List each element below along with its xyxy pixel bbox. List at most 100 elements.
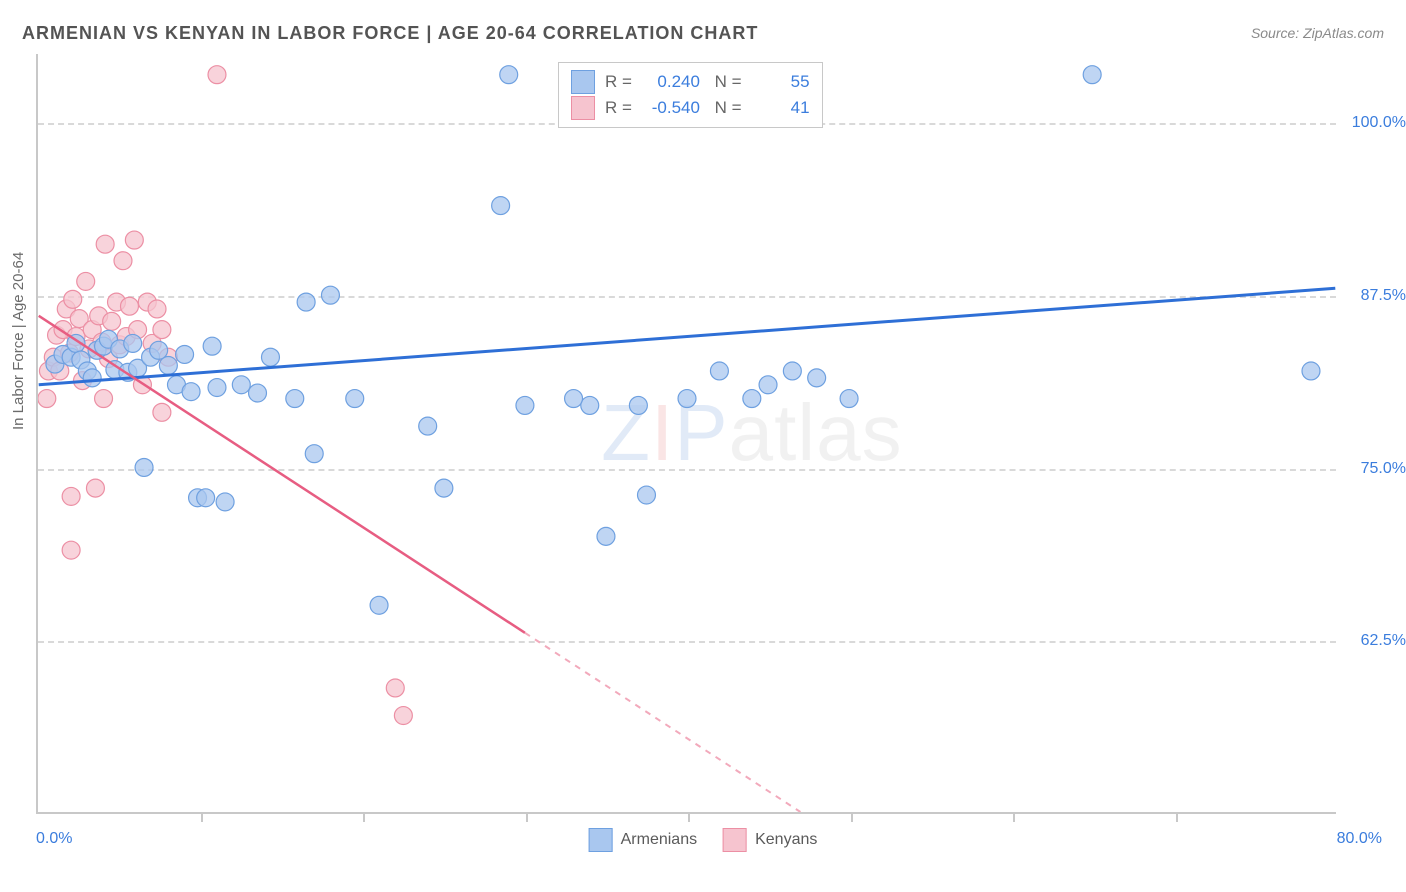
scatter-chart: ZIPatlas 100.0%87.5%75.0%62.5% R = 0.240… <box>36 54 1336 814</box>
swatch-armenians <box>571 70 595 94</box>
kenyan-point <box>73 372 91 390</box>
armenian-point <box>808 369 826 387</box>
kenyan-point <box>95 390 113 408</box>
armenian-point <box>67 334 85 352</box>
armenian-point <box>135 458 153 476</box>
chart-title: ARMENIAN VS KENYAN IN LABOR FORCE | AGE … <box>22 23 758 44</box>
x-tick <box>201 812 203 822</box>
armenian-point <box>492 197 510 215</box>
kenyan-point <box>86 479 104 497</box>
armenian-point <box>62 348 80 366</box>
kenyan-point <box>93 333 111 351</box>
kenyan-point <box>38 390 56 408</box>
kenyan-point <box>57 300 75 318</box>
kenyan-point <box>61 344 79 362</box>
chart-header: ARMENIAN VS KENYAN IN LABOR FORCE | AGE … <box>22 18 1384 48</box>
armenian-point <box>150 341 168 359</box>
armenian-point <box>159 356 177 374</box>
armenian-point <box>1083 66 1101 84</box>
armenian-point <box>743 390 761 408</box>
armenian-point <box>72 351 90 369</box>
y-axis-label: In Labor Force | Age 20-64 <box>10 252 27 430</box>
kenyan-point <box>111 336 129 354</box>
kenyan-point <box>143 334 161 352</box>
kenyan-point <box>44 348 62 366</box>
x-tick <box>526 812 528 822</box>
kenyan-point <box>153 403 171 421</box>
swatch-kenyans <box>571 96 595 120</box>
kenyan-point <box>117 328 135 346</box>
y-tick-label: 75.0% <box>1346 460 1406 478</box>
armenian-point <box>176 345 194 363</box>
armenian-point <box>710 362 728 380</box>
y-tick-label: 62.5% <box>1346 632 1406 650</box>
armenian-point <box>189 489 207 507</box>
armenian-point <box>111 340 129 358</box>
legend-row-armenians: R = 0.240 N = 55 <box>571 69 810 95</box>
armenian-point <box>346 390 364 408</box>
kenyan-point <box>208 66 226 84</box>
armenian-point <box>216 493 234 511</box>
kenyan-point <box>39 362 57 380</box>
armenian-point <box>678 390 696 408</box>
kenyan-point <box>394 707 412 725</box>
armenian-point <box>783 362 801 380</box>
kenyan-point <box>96 235 114 253</box>
x-axis-end-label: 80.0% <box>1337 830 1382 848</box>
armenian-point <box>142 348 160 366</box>
armenian-point <box>197 489 215 507</box>
armenian-point <box>629 396 647 414</box>
armenian-point <box>638 486 656 504</box>
armenian-point <box>182 383 200 401</box>
x-tick <box>1176 812 1178 822</box>
legend-item-armenians: Armenians <box>589 828 697 852</box>
kenyan-point <box>77 272 95 290</box>
kenyan-point <box>133 376 151 394</box>
kenyan-point <box>99 350 117 368</box>
series-legend: Armenians Kenyans <box>589 828 818 852</box>
kenyan-point <box>103 312 121 330</box>
armenian-point <box>435 479 453 497</box>
armenian-point <box>370 596 388 614</box>
armenian-point <box>83 369 101 387</box>
chart-source: Source: ZipAtlas.com <box>1251 25 1384 41</box>
armenian-point <box>208 379 226 397</box>
kenyan-point <box>67 328 85 346</box>
y-tick-label: 87.5% <box>1346 287 1406 305</box>
legend-row-kenyans: R = -0.540 N = 41 <box>571 95 810 121</box>
x-axis-start-label: 0.0% <box>36 830 72 848</box>
kenyan-point <box>62 541 80 559</box>
kenyan-trendline <box>39 316 525 633</box>
r-value-armenians: 0.240 <box>642 69 700 95</box>
kenyan-point <box>114 252 132 270</box>
armenian-point <box>286 390 304 408</box>
armenian-point <box>249 384 267 402</box>
armenian-point <box>500 66 518 84</box>
armenian-point <box>261 348 279 366</box>
gridline <box>38 641 1336 643</box>
armenian-point <box>516 396 534 414</box>
kenyan-point <box>148 300 166 318</box>
n-value-armenians: 55 <box>752 69 810 95</box>
legend-item-kenyans: Kenyans <box>723 828 817 852</box>
x-tick <box>363 812 365 822</box>
armenian-point <box>129 359 147 377</box>
x-tick <box>1013 812 1015 822</box>
kenyan-point <box>62 487 80 505</box>
kenyan-point <box>54 321 72 339</box>
gridline <box>38 296 1336 298</box>
legend-label-armenians: Armenians <box>621 831 697 849</box>
kenyan-trendline-extrapolated <box>525 633 801 812</box>
armenian-point <box>106 361 124 379</box>
swatch-kenyans-bottom <box>723 828 747 852</box>
armenian-point <box>581 396 599 414</box>
armenian-point <box>167 376 185 394</box>
kenyan-point <box>83 321 101 339</box>
r-value-kenyans: -0.540 <box>642 95 700 121</box>
x-tick <box>851 812 853 822</box>
kenyan-point <box>120 297 138 315</box>
y-tick-label: 100.0% <box>1346 114 1406 132</box>
n-value-kenyans: 41 <box>752 95 810 121</box>
armenian-point <box>54 345 72 363</box>
x-tick <box>688 812 690 822</box>
